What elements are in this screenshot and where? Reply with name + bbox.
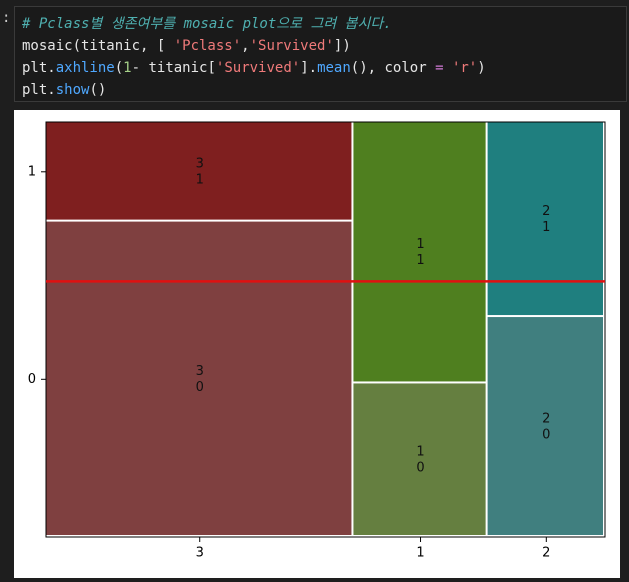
code-token: (	[114, 60, 124, 76]
code-token: # Pclass별 생존여부를 mosaic plot으로 그려 봅시다.	[22, 16, 392, 32]
code-token: 'r'	[451, 60, 478, 76]
cell-prompt: :	[2, 10, 11, 26]
tile-label: 1	[542, 220, 550, 235]
code-line: plt.axhline(1- titanic['Survived'].mean(…	[22, 57, 626, 79]
code-token: ])	[333, 38, 351, 54]
tile	[46, 122, 352, 220]
code-token: ].	[300, 60, 318, 76]
tile-label: 3	[196, 156, 204, 171]
tile-label: 0	[196, 380, 204, 395]
code-token: axhline	[55, 60, 115, 76]
y-tick-label: 1	[28, 164, 36, 179]
tile-label: 2	[542, 412, 550, 427]
code-token: show	[55, 82, 90, 98]
code-token: (), color	[350, 60, 436, 76]
code-token: ,	[241, 38, 250, 54]
tile-label: 2	[542, 204, 550, 219]
code-line: # Pclass별 생존여부를 mosaic plot으로 그려 봅시다.	[22, 13, 626, 35]
code-token	[444, 60, 452, 76]
tile	[353, 383, 486, 535]
tile	[353, 122, 486, 382]
code-token: 'Pclass'	[173, 38, 242, 54]
code-token: 'Survived'	[215, 60, 301, 76]
code-line: mosaic(titanic, [ 'Pclass','Survived'])	[22, 35, 626, 57]
tile	[46, 221, 352, 535]
code-token: plt.	[22, 82, 56, 98]
code-line: plt.show()	[22, 79, 626, 101]
code-token: plt.	[22, 60, 56, 76]
code-token: mosaic(titanic, [	[22, 38, 174, 54]
code-token: ()	[89, 82, 107, 98]
axes-frame	[45, 121, 606, 538]
tile	[487, 122, 603, 316]
code-token: mean	[317, 60, 351, 76]
tile-label: 1	[416, 237, 424, 252]
code-token: - titanic[	[131, 60, 216, 76]
code-token: =	[435, 60, 444, 76]
tile-label: 1	[196, 172, 204, 187]
x-tick-label: 1	[416, 546, 424, 561]
y-tick-label: 0	[28, 372, 36, 387]
x-tick-label: 2	[542, 546, 550, 561]
tile-label: 1	[416, 445, 424, 460]
tile	[487, 317, 603, 535]
code-cell[interactable]: # Pclass별 생존여부를 mosaic plot으로 그려 봅시다. mos…	[14, 6, 627, 102]
tile-label: 1	[416, 253, 424, 268]
tile-label: 0	[542, 428, 550, 443]
tile-label: 0	[416, 461, 424, 476]
code-token: )	[477, 60, 486, 76]
x-tick-label: 3	[196, 546, 204, 561]
code-token: 'Survived'	[249, 38, 334, 54]
tile-label: 3	[196, 364, 204, 379]
code-token: 1	[123, 60, 132, 76]
